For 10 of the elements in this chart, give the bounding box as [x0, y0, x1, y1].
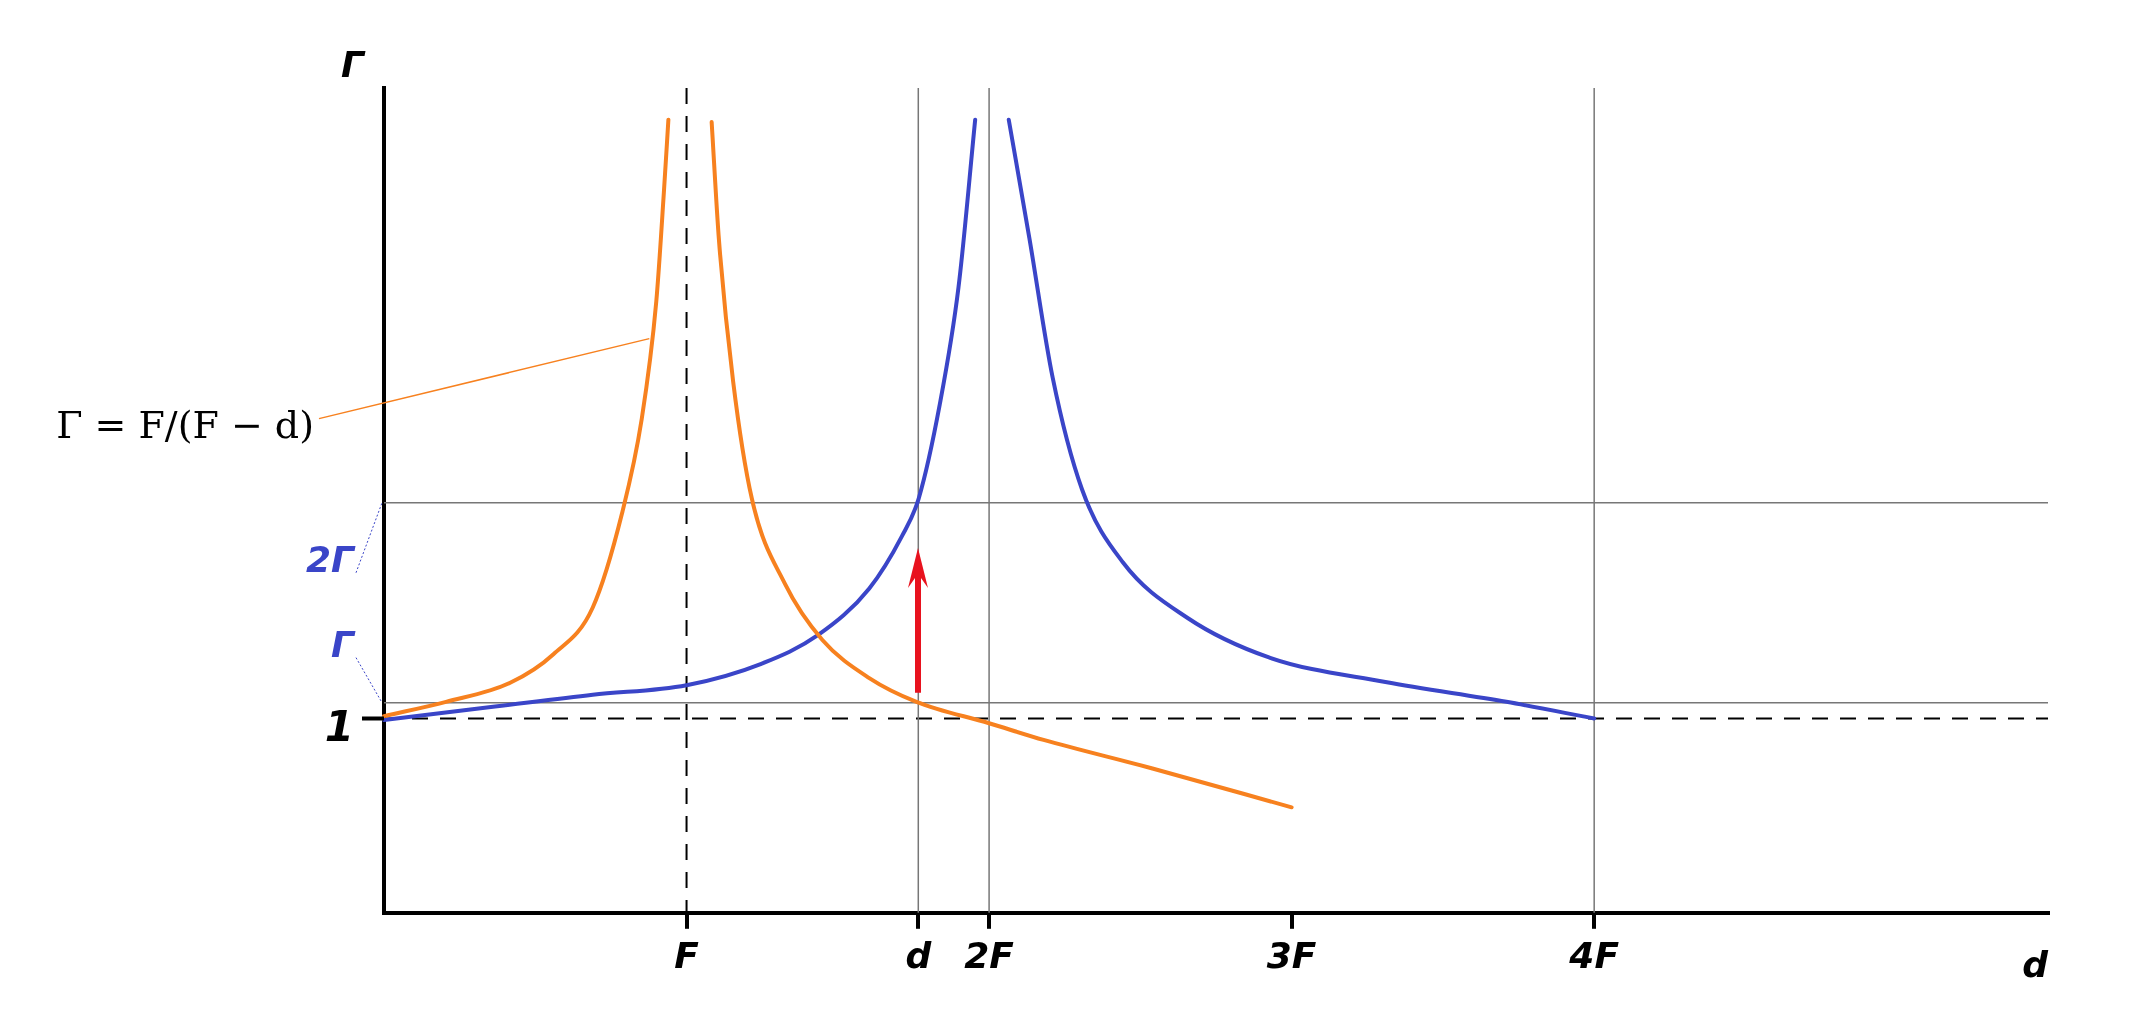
x-tick-label: 4F [1568, 934, 1620, 976]
x-tick-label: 2F [964, 934, 1015, 976]
ref-line-label: 2Γ [306, 539, 357, 581]
x-tick-label: 3F [1266, 934, 1317, 976]
annotation: Γ = F/(F − d) [56, 403, 314, 448]
annotation: 1 [324, 702, 354, 752]
x-tick-label: F [674, 934, 700, 976]
y-axis-title: Γ [341, 44, 367, 86]
x-tick-label: d [905, 934, 933, 976]
ref-line-label: Γ [331, 623, 357, 665]
